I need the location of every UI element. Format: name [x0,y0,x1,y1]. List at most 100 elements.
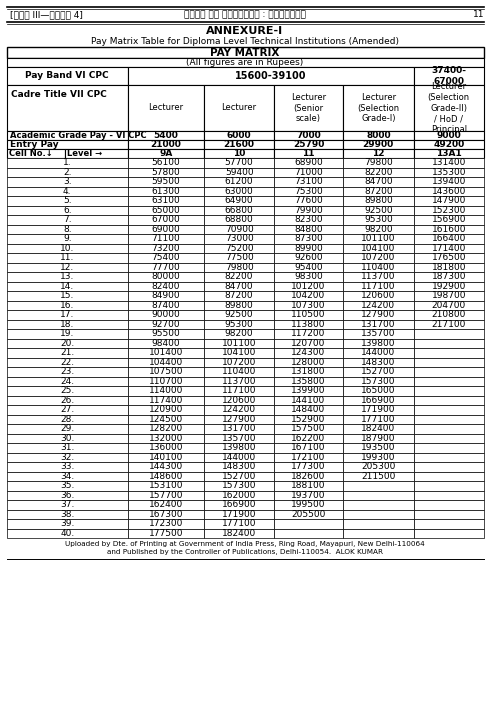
Text: 104400: 104400 [149,358,183,367]
Bar [343,510,413,519]
Bar [204,348,274,358]
Bar [7,215,128,225]
Bar [413,358,484,367]
Text: 144100: 144100 [291,396,326,405]
Text: 4.: 4. [63,187,72,196]
Text: 147900: 147900 [432,196,466,205]
Bar [7,462,128,472]
Text: 73000: 73000 [225,234,253,243]
Text: 21000: 21000 [151,140,182,149]
Bar [274,414,343,424]
Bar [343,177,413,187]
Text: 10: 10 [233,149,246,158]
Bar [128,301,204,310]
Bar [274,424,343,434]
Bar [274,338,343,348]
Bar [343,158,413,167]
Bar [204,528,274,538]
Bar [413,205,484,215]
Text: 193700: 193700 [291,490,326,500]
Text: [भाग III—खण्ड 4]: [भाग III—खण्ड 4] [10,10,83,19]
Text: 172300: 172300 [149,519,183,528]
Text: Lecturer: Lecturer [148,103,184,113]
Bar [128,338,204,348]
Bar [128,386,204,396]
Text: Level →: Level → [67,149,102,158]
Text: 80000: 80000 [152,272,180,281]
Text: 198700: 198700 [432,292,466,300]
Bar [7,424,128,434]
Bar [343,291,413,301]
Bar [343,243,413,253]
Bar [413,234,484,243]
Bar [413,414,484,424]
Bar [343,396,413,405]
Bar [204,434,274,443]
Bar [128,310,204,320]
Text: 92600: 92600 [294,253,323,262]
Bar [343,131,413,140]
Bar [128,424,204,434]
Bar [413,187,484,196]
Bar [413,376,484,386]
Text: 21600: 21600 [223,140,255,149]
Text: 38.: 38. [60,510,75,518]
Text: 120600: 120600 [361,292,396,300]
Text: 135700: 135700 [361,330,396,338]
Text: 177300: 177300 [291,462,326,471]
Bar [7,434,128,443]
Bar [413,519,484,528]
Text: 87200: 87200 [225,292,253,300]
Bar [343,490,413,500]
Text: 71100: 71100 [152,234,180,243]
Text: 117100: 117100 [222,386,256,395]
Bar [274,405,343,414]
Bar [128,405,204,414]
Bar [413,405,484,414]
Bar [274,386,343,396]
Bar [128,281,204,291]
Bar [204,131,274,140]
Text: 59500: 59500 [152,177,180,186]
Text: 192900: 192900 [432,281,466,291]
Bar [274,348,343,358]
Bar [204,225,274,234]
Text: 82200: 82200 [225,272,253,281]
Text: 26.: 26. [60,396,75,405]
Bar [204,310,274,320]
Text: 157700: 157700 [149,490,183,500]
Bar [204,490,274,500]
Text: 87400: 87400 [152,301,180,309]
Text: 162200: 162200 [291,434,326,443]
Bar [204,376,274,386]
Bar [204,167,274,177]
Text: 144000: 144000 [361,348,395,358]
Text: 177100: 177100 [222,519,256,528]
Bar [7,225,128,234]
Bar [7,67,128,85]
Bar [7,510,128,519]
Bar [128,462,204,472]
Bar [413,348,484,358]
Bar [413,490,484,500]
Text: 217100: 217100 [432,320,466,329]
Bar [204,243,274,253]
Text: 84700: 84700 [364,177,393,186]
Text: 79800: 79800 [225,263,253,271]
Bar [343,215,413,225]
Text: 135700: 135700 [222,434,256,443]
Bar [343,301,413,310]
Bar [413,367,484,376]
Text: 110500: 110500 [291,310,326,320]
Bar [274,481,343,490]
Bar [128,443,204,452]
Text: 59400: 59400 [225,168,253,177]
Bar [343,225,413,234]
Bar [413,158,484,167]
Text: 171400: 171400 [432,243,466,253]
Bar [204,196,274,205]
Text: 29.: 29. [60,424,75,433]
Text: 182400: 182400 [361,424,395,433]
Text: 65000: 65000 [152,206,180,215]
Text: 120900: 120900 [149,405,183,414]
